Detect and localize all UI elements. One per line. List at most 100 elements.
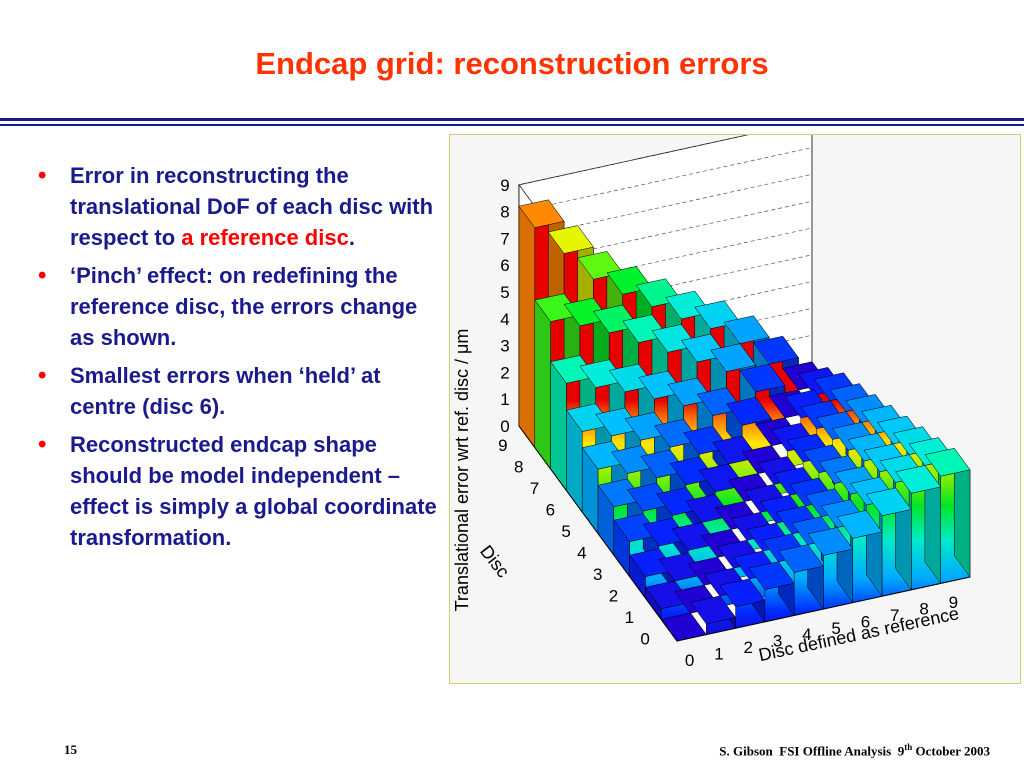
z-tick-label: 3 [500, 337, 509, 356]
bar-top-face [550, 355, 597, 384]
bullet-marker: • [38, 362, 47, 389]
bar-top-face [624, 412, 671, 441]
bar-top-face [656, 487, 703, 516]
bullet-highlight: a reference disc [181, 225, 349, 250]
bullet-marker: • [38, 162, 47, 189]
lego-bar [777, 543, 824, 616]
footer-date-day: 9 [897, 743, 905, 759]
bullet-marker: • [38, 431, 47, 458]
bar-left-face [518, 205, 536, 449]
title-divider [0, 118, 1024, 121]
bar-top-face [653, 419, 700, 448]
bar-top-face [611, 445, 658, 474]
bar-top-face [595, 407, 642, 437]
lego-bar [644, 580, 691, 621]
bullet-marker: • [38, 262, 47, 289]
bar-top-face [547, 225, 594, 254]
y-tick-label: 8 [514, 457, 523, 476]
z-tick-label: 6 [500, 256, 509, 275]
bar-top-face [608, 363, 655, 393]
bar-top-face [518, 199, 565, 228]
lego-bar [924, 447, 971, 584]
x-tick-label: 7 [890, 606, 899, 625]
bar-top-face [638, 370, 685, 400]
lego-bar [836, 509, 883, 603]
x-tick-label: 9 [949, 593, 958, 612]
y-tick-label: 4 [577, 543, 586, 562]
z-tick-label: 1 [500, 390, 509, 409]
bar-top-face [836, 510, 883, 539]
bar-top-face [710, 343, 757, 372]
x-tick-label: 6 [861, 612, 870, 631]
lego-bar [719, 578, 766, 629]
bar-top-face [565, 403, 612, 432]
bar-top-face [739, 363, 786, 393]
y-tick-label: 3 [593, 565, 602, 584]
bullet-item: • Smallest errors when ‘held’ at centre (… [34, 360, 444, 422]
y-tick-label: 6 [546, 500, 555, 519]
y-tick-label: 2 [609, 586, 618, 605]
bullet-text: Smallest errors when ‘held’ at centre (d… [70, 363, 381, 419]
x-tick-label: 3 [773, 632, 782, 651]
footer-date-suffix: th [904, 742, 913, 752]
z-tick-label: 4 [500, 310, 509, 329]
y-tick-label: 1 [625, 608, 634, 627]
slide-title: Endcap grid: reconstruction errors [255, 46, 769, 81]
lego-bars [518, 199, 971, 642]
bar-top-face [807, 527, 854, 556]
z-tick-label: 8 [500, 203, 509, 222]
bullet-text-end: . [348, 225, 355, 250]
x-tick-label: 2 [744, 638, 753, 657]
bar-top-face [626, 482, 673, 512]
bullet-text: Reconstructed endcap shape should be mod… [70, 432, 437, 550]
bullet-item: • ‘Pinch’ effect: on redefining the refer… [34, 260, 444, 353]
footer-date-rest: October 2003 [915, 743, 991, 759]
bullet-list: • Error in reconstructing the translation… [34, 160, 444, 560]
bar-top-face [669, 456, 716, 486]
bullet-text: ‘Pinch’ effect: on redefining the refere… [70, 263, 418, 350]
bar-top-face [723, 315, 770, 344]
bar-top-face [752, 335, 799, 365]
bar-top-face [534, 293, 581, 322]
lego-bar [865, 487, 912, 597]
y-axis-title: Disc [476, 541, 513, 581]
bar-left-face [550, 361, 567, 492]
bar-top-face [865, 487, 912, 517]
x-tick-label: 0 [685, 651, 694, 670]
bar-top-face [924, 448, 971, 477]
bullet-item: • Error in reconstructing the translation… [34, 160, 444, 253]
z-tick-label: 9 [500, 176, 509, 195]
footer-event: FSI Offline Analysis [779, 743, 892, 759]
bar-top-face [644, 580, 691, 610]
bar-top-face [719, 578, 766, 608]
page-number: 15 [64, 742, 77, 757]
y-tick-label: 0 [640, 629, 649, 648]
footer-author: S. Gibson [719, 743, 773, 759]
bar-top-face [725, 397, 772, 426]
bar-top-face [748, 561, 795, 590]
bar-top-face [777, 544, 824, 573]
bar-top-face [690, 595, 737, 625]
x-tick-label: 8 [919, 600, 928, 619]
bullet-item: • Reconstructed endcap shape should be mo… [34, 429, 444, 553]
z-tick-label: 0 [500, 417, 509, 436]
bar-top-face [613, 513, 660, 542]
x-tick-label: 5 [831, 619, 840, 638]
lego-bar [895, 464, 942, 591]
z-axis-title: Translational error wrt ref. disc / μm [452, 329, 472, 612]
y-tick-label: 5 [561, 522, 570, 541]
lego-plot-figure: 0 1 2 3 4 5 6 7 8 9 0 1 2 3 4 5 6 7 8 9 0 1 2 3 4 5 6 7 8 9 Disc defin… [449, 134, 1021, 684]
z-tick-label: 2 [500, 363, 509, 382]
bar-left-face [534, 299, 551, 470]
axis-frame [518, 425, 971, 642]
bar-top-face [895, 465, 942, 494]
bar-top-face [629, 548, 676, 577]
z-gridline [518, 135, 749, 401]
lego-bar [690, 595, 737, 635]
title-divider-thin [0, 124, 1024, 126]
bar-top-face [597, 478, 644, 508]
y-tick-label: 7 [530, 479, 539, 498]
z-tick-label: 5 [500, 283, 509, 302]
